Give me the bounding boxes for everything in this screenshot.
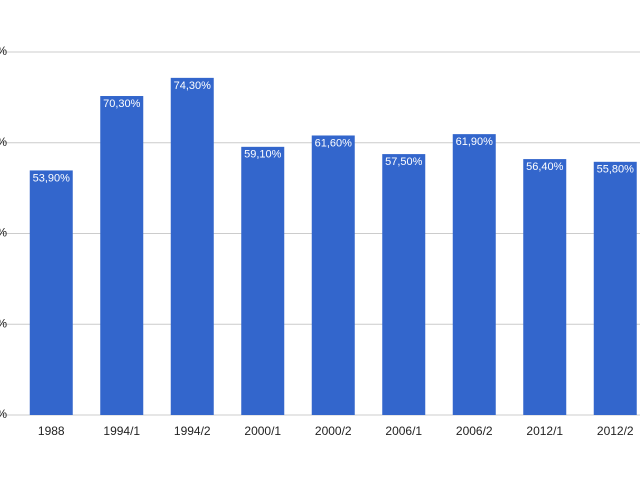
x-tick-label: 2006/1: [385, 424, 422, 438]
x-tick-label: 2000/2: [315, 424, 352, 438]
bar: [311, 135, 355, 416]
x-tick-label: 1988: [38, 424, 65, 438]
bar: [241, 146, 285, 416]
y-tick-label: 60%: [0, 135, 7, 149]
y-tick-label: 40%: [0, 226, 7, 240]
y-tick-label: 20%: [0, 316, 7, 330]
x-tick-label: 1994/1: [103, 424, 140, 438]
x-tick-label: 2000/1: [244, 424, 281, 438]
value-label: 61,60%: [315, 137, 353, 149]
y-tick-label: 0%: [0, 407, 7, 421]
bar: [100, 96, 144, 416]
value-label: 55,80%: [597, 164, 635, 176]
bar: [523, 159, 567, 415]
value-label: 53,90%: [33, 172, 71, 184]
bar: [382, 154, 426, 415]
value-label: 61,90%: [456, 136, 494, 148]
x-tick-label: 2006/2: [456, 424, 493, 438]
value-label: 56,40%: [526, 161, 564, 173]
x-tick-label: 2012/2: [597, 424, 634, 438]
value-label: 59,10%: [244, 149, 282, 161]
value-label: 57,50%: [385, 156, 423, 168]
bar: [593, 161, 637, 415]
value-label: 70,30%: [103, 98, 141, 110]
bar: [170, 77, 214, 416]
x-tick-label: 1994/2: [174, 424, 211, 438]
bar: [452, 134, 496, 415]
x-tick-label: 2012/1: [526, 424, 563, 438]
bar: [29, 170, 73, 415]
value-label: 74,30%: [174, 80, 212, 92]
y-tick-label: 80%: [0, 44, 7, 58]
